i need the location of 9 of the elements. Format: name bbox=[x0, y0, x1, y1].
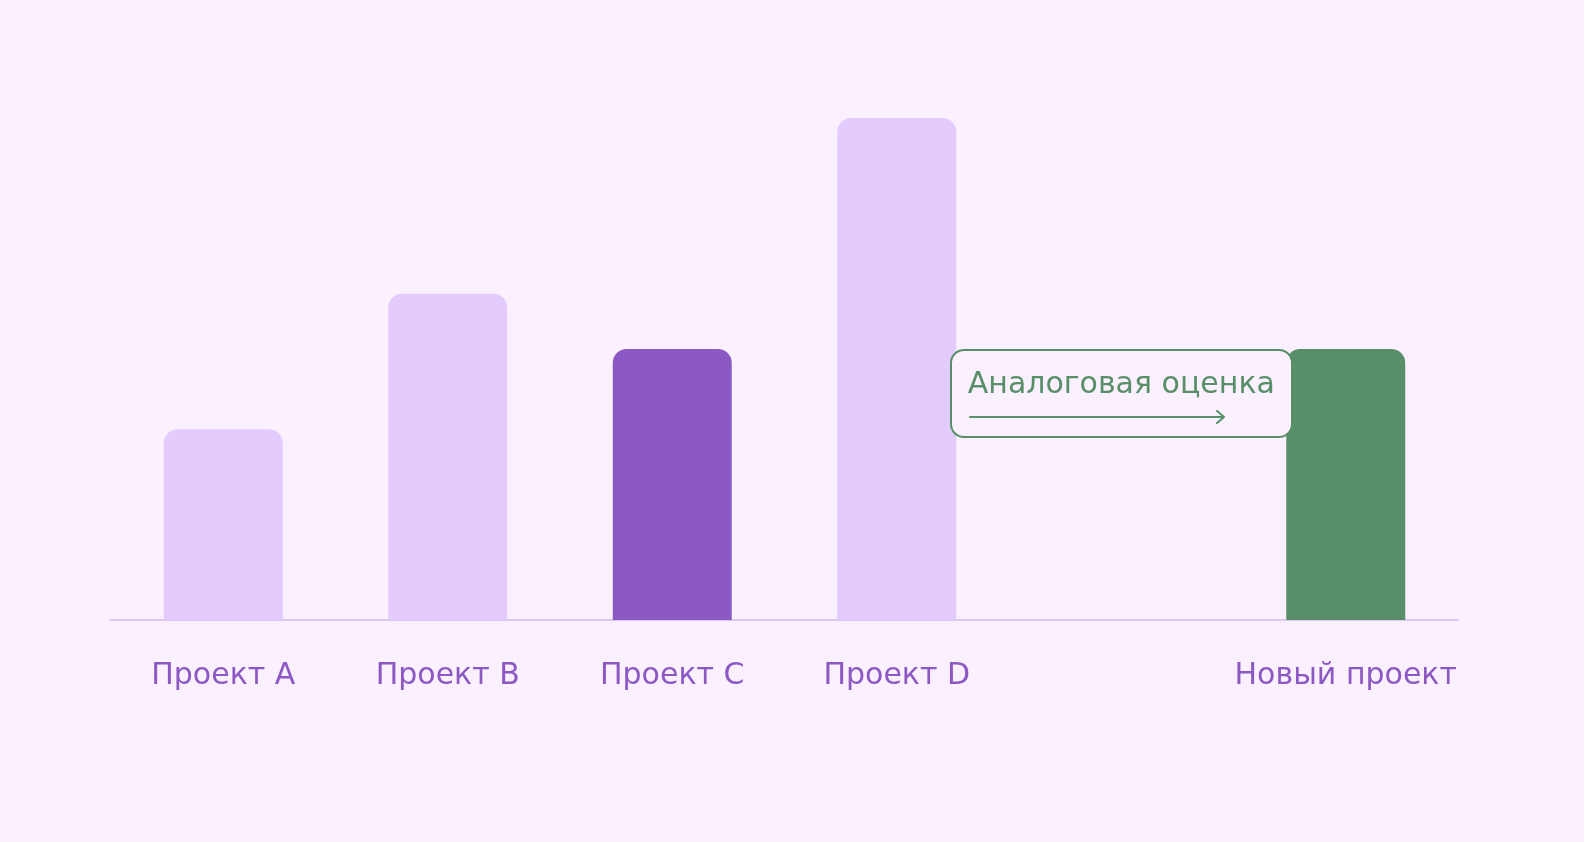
callout-box: Аналоговая оценка bbox=[949, 348, 1293, 438]
x-tick-label: Проект A bbox=[151, 655, 296, 691]
annotation: Аналоговая оценка bbox=[967, 364, 1275, 400]
x-tick-label: Проект B bbox=[375, 655, 520, 691]
x-tick-label: Новый проект bbox=[1234, 655, 1457, 691]
x-tick-label: Проект C bbox=[600, 655, 745, 691]
bar bbox=[612, 348, 732, 620]
bar bbox=[1286, 348, 1406, 620]
x-tick-label: Проект D bbox=[823, 655, 971, 691]
